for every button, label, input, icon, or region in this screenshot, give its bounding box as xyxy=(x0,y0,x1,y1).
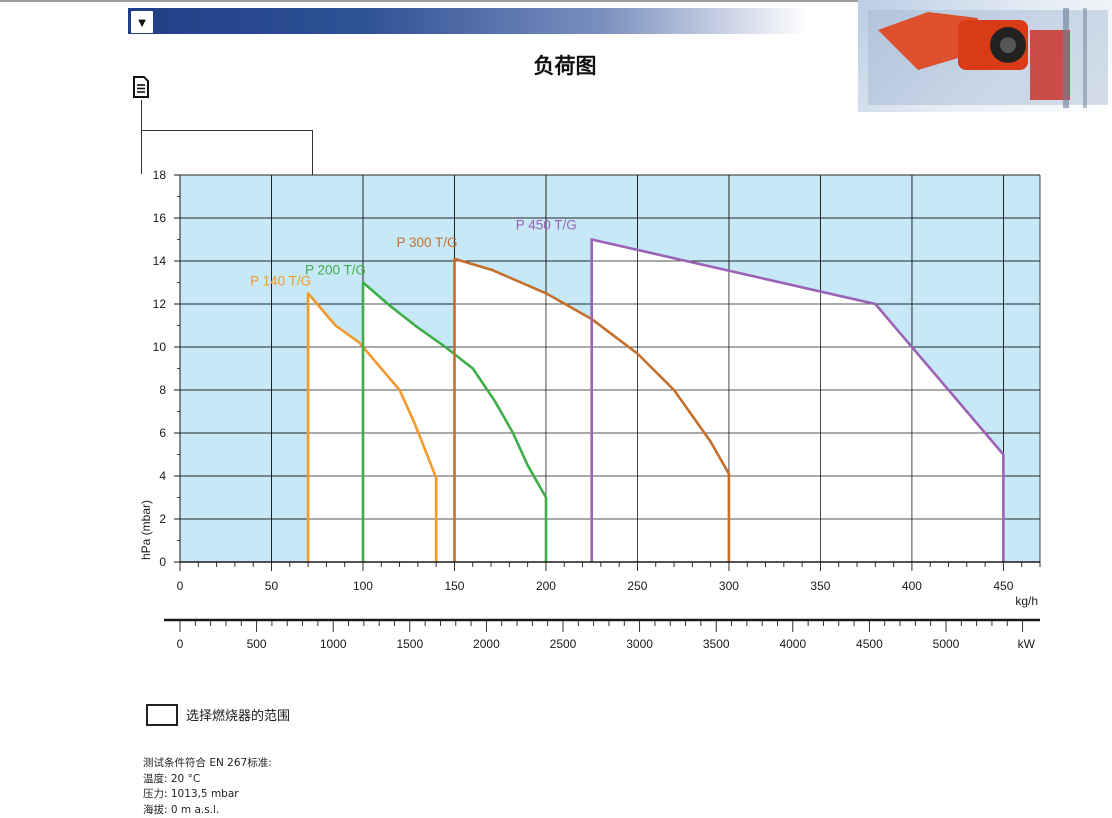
x-tick-label: 400 xyxy=(902,579,922,593)
kw-tick-label: 4500 xyxy=(856,637,883,651)
x-tick-label: 50 xyxy=(265,579,279,593)
legend-swatch xyxy=(146,704,178,726)
y-tick-label: 14 xyxy=(153,254,167,268)
y-tick-label: 0 xyxy=(159,555,166,569)
series-line xyxy=(453,257,731,562)
operating-range-fill xyxy=(591,239,1004,562)
kw-tick-label: 5000 xyxy=(933,637,960,651)
x-tick-label: 100 xyxy=(353,579,373,593)
x-tick-label: 300 xyxy=(719,579,739,593)
x-axis-unit: kg/h xyxy=(1015,594,1038,608)
y-tick-label: 6 xyxy=(159,426,166,440)
burner-photo xyxy=(858,0,1112,112)
kw-tick-label: 4000 xyxy=(779,637,806,651)
menu-dropdown-icon[interactable]: ▼ xyxy=(130,10,154,34)
kw-tick-label: 2000 xyxy=(473,637,500,651)
legend-label: 选择燃烧器的范围 xyxy=(186,709,291,724)
note-line: 温度: 20 °C xyxy=(143,772,201,785)
kw-tick-label: 3500 xyxy=(703,637,730,651)
y-tick-label: 4 xyxy=(159,469,166,483)
y-axis-label: hPa (mbar) xyxy=(139,500,153,560)
series-label: P 140 T/G xyxy=(250,273,311,288)
page-title: 负荷图 xyxy=(533,54,597,78)
y-tick-label: 18 xyxy=(153,168,167,182)
y-tick-label: 2 xyxy=(159,512,166,526)
series-line xyxy=(306,291,438,562)
note-line: 压力: 1013,5 mbar xyxy=(143,788,239,800)
series-line xyxy=(361,281,548,562)
note-line: 海拔: 0 m a.s.l. xyxy=(143,803,220,816)
y-tick-label: 8 xyxy=(159,383,166,397)
y-tick-label: 12 xyxy=(153,297,167,311)
x-tick-label: 450 xyxy=(993,579,1013,593)
series-label: P 200 T/G xyxy=(305,263,366,278)
kw-tick-label: 3000 xyxy=(626,637,653,651)
kw-tick-label: 2500 xyxy=(550,637,577,651)
x-tick-label: 150 xyxy=(444,579,464,593)
series-label: P 300 T/G xyxy=(396,235,457,250)
kw-tick-label: 500 xyxy=(247,637,267,651)
document-icon[interactable] xyxy=(132,76,150,98)
kw-tick-label: 1500 xyxy=(396,637,423,651)
test-conditions-notes: 测试条件符合 EN 267标准: 温度: 20 °C 压力: 1013,5 mb… xyxy=(143,756,272,818)
y-tick-label: 16 xyxy=(153,211,167,225)
top-divider-line xyxy=(0,0,1112,2)
x-tick-label: 200 xyxy=(536,579,556,593)
y-tick-label: 10 xyxy=(153,340,167,354)
connector-line xyxy=(141,130,313,176)
connector-line xyxy=(141,100,313,174)
series-line xyxy=(590,238,1005,562)
x-tick-label: 0 xyxy=(177,579,184,593)
x-tick-label: 350 xyxy=(810,579,830,593)
kw-tick-label: 0 xyxy=(177,637,184,651)
kw-tick-label: 1000 xyxy=(320,637,347,651)
x-tick-label: 250 xyxy=(627,579,647,593)
note-line: 测试条件符合 EN 267标准: xyxy=(143,757,272,769)
series-label: P 450 T/G xyxy=(516,218,577,233)
kw-axis-unit: kW xyxy=(1018,637,1036,651)
header-bar xyxy=(128,8,808,34)
